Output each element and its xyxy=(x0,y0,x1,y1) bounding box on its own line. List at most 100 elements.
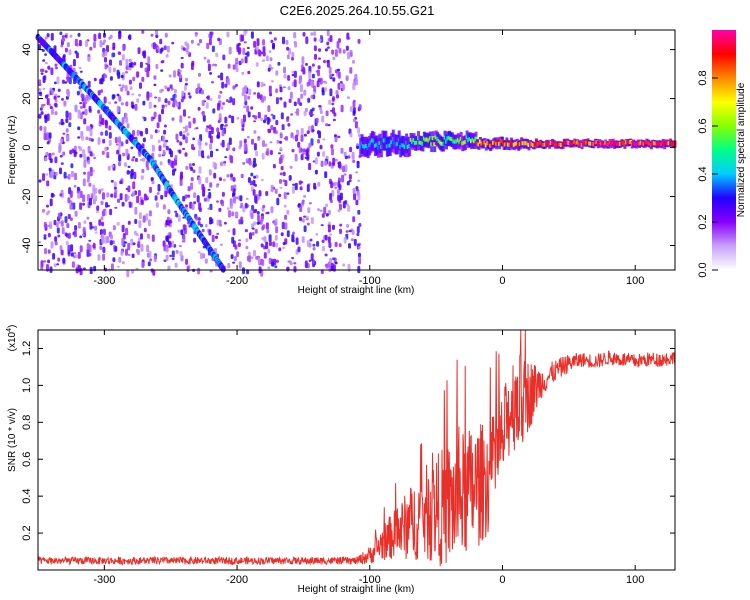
spectrogram-cell xyxy=(198,176,202,185)
spectrogram-cell xyxy=(97,254,101,261)
spectrogram-cell xyxy=(44,53,48,56)
spectrogram-cell xyxy=(165,139,169,143)
spectrogram-cell xyxy=(118,30,122,34)
spectrogram-cell xyxy=(170,150,173,158)
spectrogram-cell xyxy=(338,161,342,169)
spectrogram-cell xyxy=(348,174,352,180)
spectrogram-cell xyxy=(79,245,83,253)
spectrogram-cell xyxy=(345,230,349,233)
spectrogram-cell xyxy=(43,236,47,240)
spectrogram-cell xyxy=(118,161,121,167)
spectrogram-cell xyxy=(121,224,125,233)
spectrogram-cell xyxy=(265,241,269,250)
spectrogram-cell xyxy=(119,180,123,185)
spectrogram-cell xyxy=(202,115,206,122)
spectrogram-cell xyxy=(239,195,243,202)
spectrogram-cell xyxy=(347,155,351,159)
spectrogram-cell xyxy=(340,104,344,113)
spectrogram-cell xyxy=(108,139,112,146)
spectrogram-cell xyxy=(105,202,108,208)
spectrogram-cell xyxy=(163,45,167,51)
spectrogram-cell xyxy=(201,150,204,158)
spectrogram-cell xyxy=(322,151,326,157)
spectrogram-cell xyxy=(208,192,212,199)
spectrogram-cell xyxy=(128,79,132,85)
spectrogram-cell xyxy=(265,212,269,215)
spectrogram-cell xyxy=(261,207,265,212)
spectrogram-cell xyxy=(66,76,70,83)
spectrogram-cell xyxy=(287,75,291,81)
spectrogram-cell xyxy=(114,137,118,144)
spectrogram-cell xyxy=(157,96,161,102)
spectrogram-cell xyxy=(197,43,200,46)
spectrogram-cell xyxy=(355,171,359,174)
spectrogram-cell xyxy=(339,192,343,201)
spectrogram-cell xyxy=(299,186,303,191)
spectrogram-cell xyxy=(71,170,74,178)
spectrogram-cell xyxy=(100,77,104,85)
spectrogram-cell xyxy=(120,250,124,256)
spectrogram-cell xyxy=(308,111,312,116)
spectrogram-cell xyxy=(132,242,136,246)
spectrogram-cell xyxy=(82,194,86,203)
spectrogram-cell xyxy=(54,241,58,246)
spectrogram-cell xyxy=(278,152,281,155)
spectrogram-cell xyxy=(199,39,202,44)
spectrogram-cell xyxy=(121,117,125,125)
spectrogram-cell xyxy=(270,125,274,131)
spectrogram-cell xyxy=(44,156,48,162)
spectrogram-cell xyxy=(356,226,360,234)
y-tick-label: -40 xyxy=(21,238,33,254)
spectrogram-cell xyxy=(149,92,153,98)
spectrogram-cell xyxy=(328,161,332,167)
spectrogram-cell xyxy=(193,192,197,199)
spectrogram-cell xyxy=(177,214,181,222)
spectrogram-cell xyxy=(126,269,130,278)
spectrogram-cell xyxy=(330,165,334,169)
spectrogram-cell xyxy=(332,77,336,82)
spectrogram-cell xyxy=(260,117,264,122)
spectrogram-cell xyxy=(67,213,71,219)
spectrogram-cell xyxy=(154,96,158,99)
spectrogram-cell xyxy=(44,115,48,123)
spectrogram-cell xyxy=(102,192,105,200)
spectrogram-cell xyxy=(178,244,182,248)
spectrogram-cell xyxy=(158,114,162,123)
spectrogram-cell xyxy=(156,122,160,129)
spectrogram-cell xyxy=(275,259,279,263)
spectrogram-cell xyxy=(137,47,141,54)
spectrogram-cell xyxy=(75,254,78,259)
spectrogram-cell xyxy=(150,33,154,37)
spectrogram-cell xyxy=(240,216,244,221)
spectrogram-cell xyxy=(319,34,323,38)
spectrogram-cell xyxy=(77,32,81,37)
spectrogram-cell xyxy=(231,211,235,217)
spectrogram-cell xyxy=(322,138,326,141)
spectrogram-cell xyxy=(314,53,317,60)
spectrogram-cell xyxy=(303,194,307,198)
spectrogram-cell xyxy=(195,32,198,35)
spectrogram-cell xyxy=(171,257,175,260)
spectrogram-cell xyxy=(173,169,177,172)
snr-y-multiplier: (x104) xyxy=(6,325,18,352)
spectrogram-cell xyxy=(43,234,47,237)
spectrogram-cell xyxy=(317,181,321,187)
spectrogram-cell xyxy=(47,249,51,254)
spectrogram-cell xyxy=(153,255,157,262)
spectrogram-cell xyxy=(96,205,100,211)
spectrogram-cell xyxy=(85,94,89,101)
spectrogram-cell xyxy=(258,190,262,197)
spectrogram-cell xyxy=(56,263,60,266)
spectrogram-cell xyxy=(253,40,257,48)
spectrogram-cell xyxy=(134,157,138,162)
spectrogram-cell xyxy=(216,219,220,226)
spectrogram-cell xyxy=(325,110,329,117)
spectrogram-cell xyxy=(227,262,231,269)
spectrogram-cell xyxy=(186,132,190,136)
spectrogram-cell xyxy=(122,152,126,157)
spectrogram-cell xyxy=(274,234,278,241)
spectrogram-cell xyxy=(229,202,233,209)
spectrogram-cell xyxy=(81,233,85,237)
spectrogram-cell xyxy=(231,115,235,124)
spectrogram-cell xyxy=(120,141,124,147)
